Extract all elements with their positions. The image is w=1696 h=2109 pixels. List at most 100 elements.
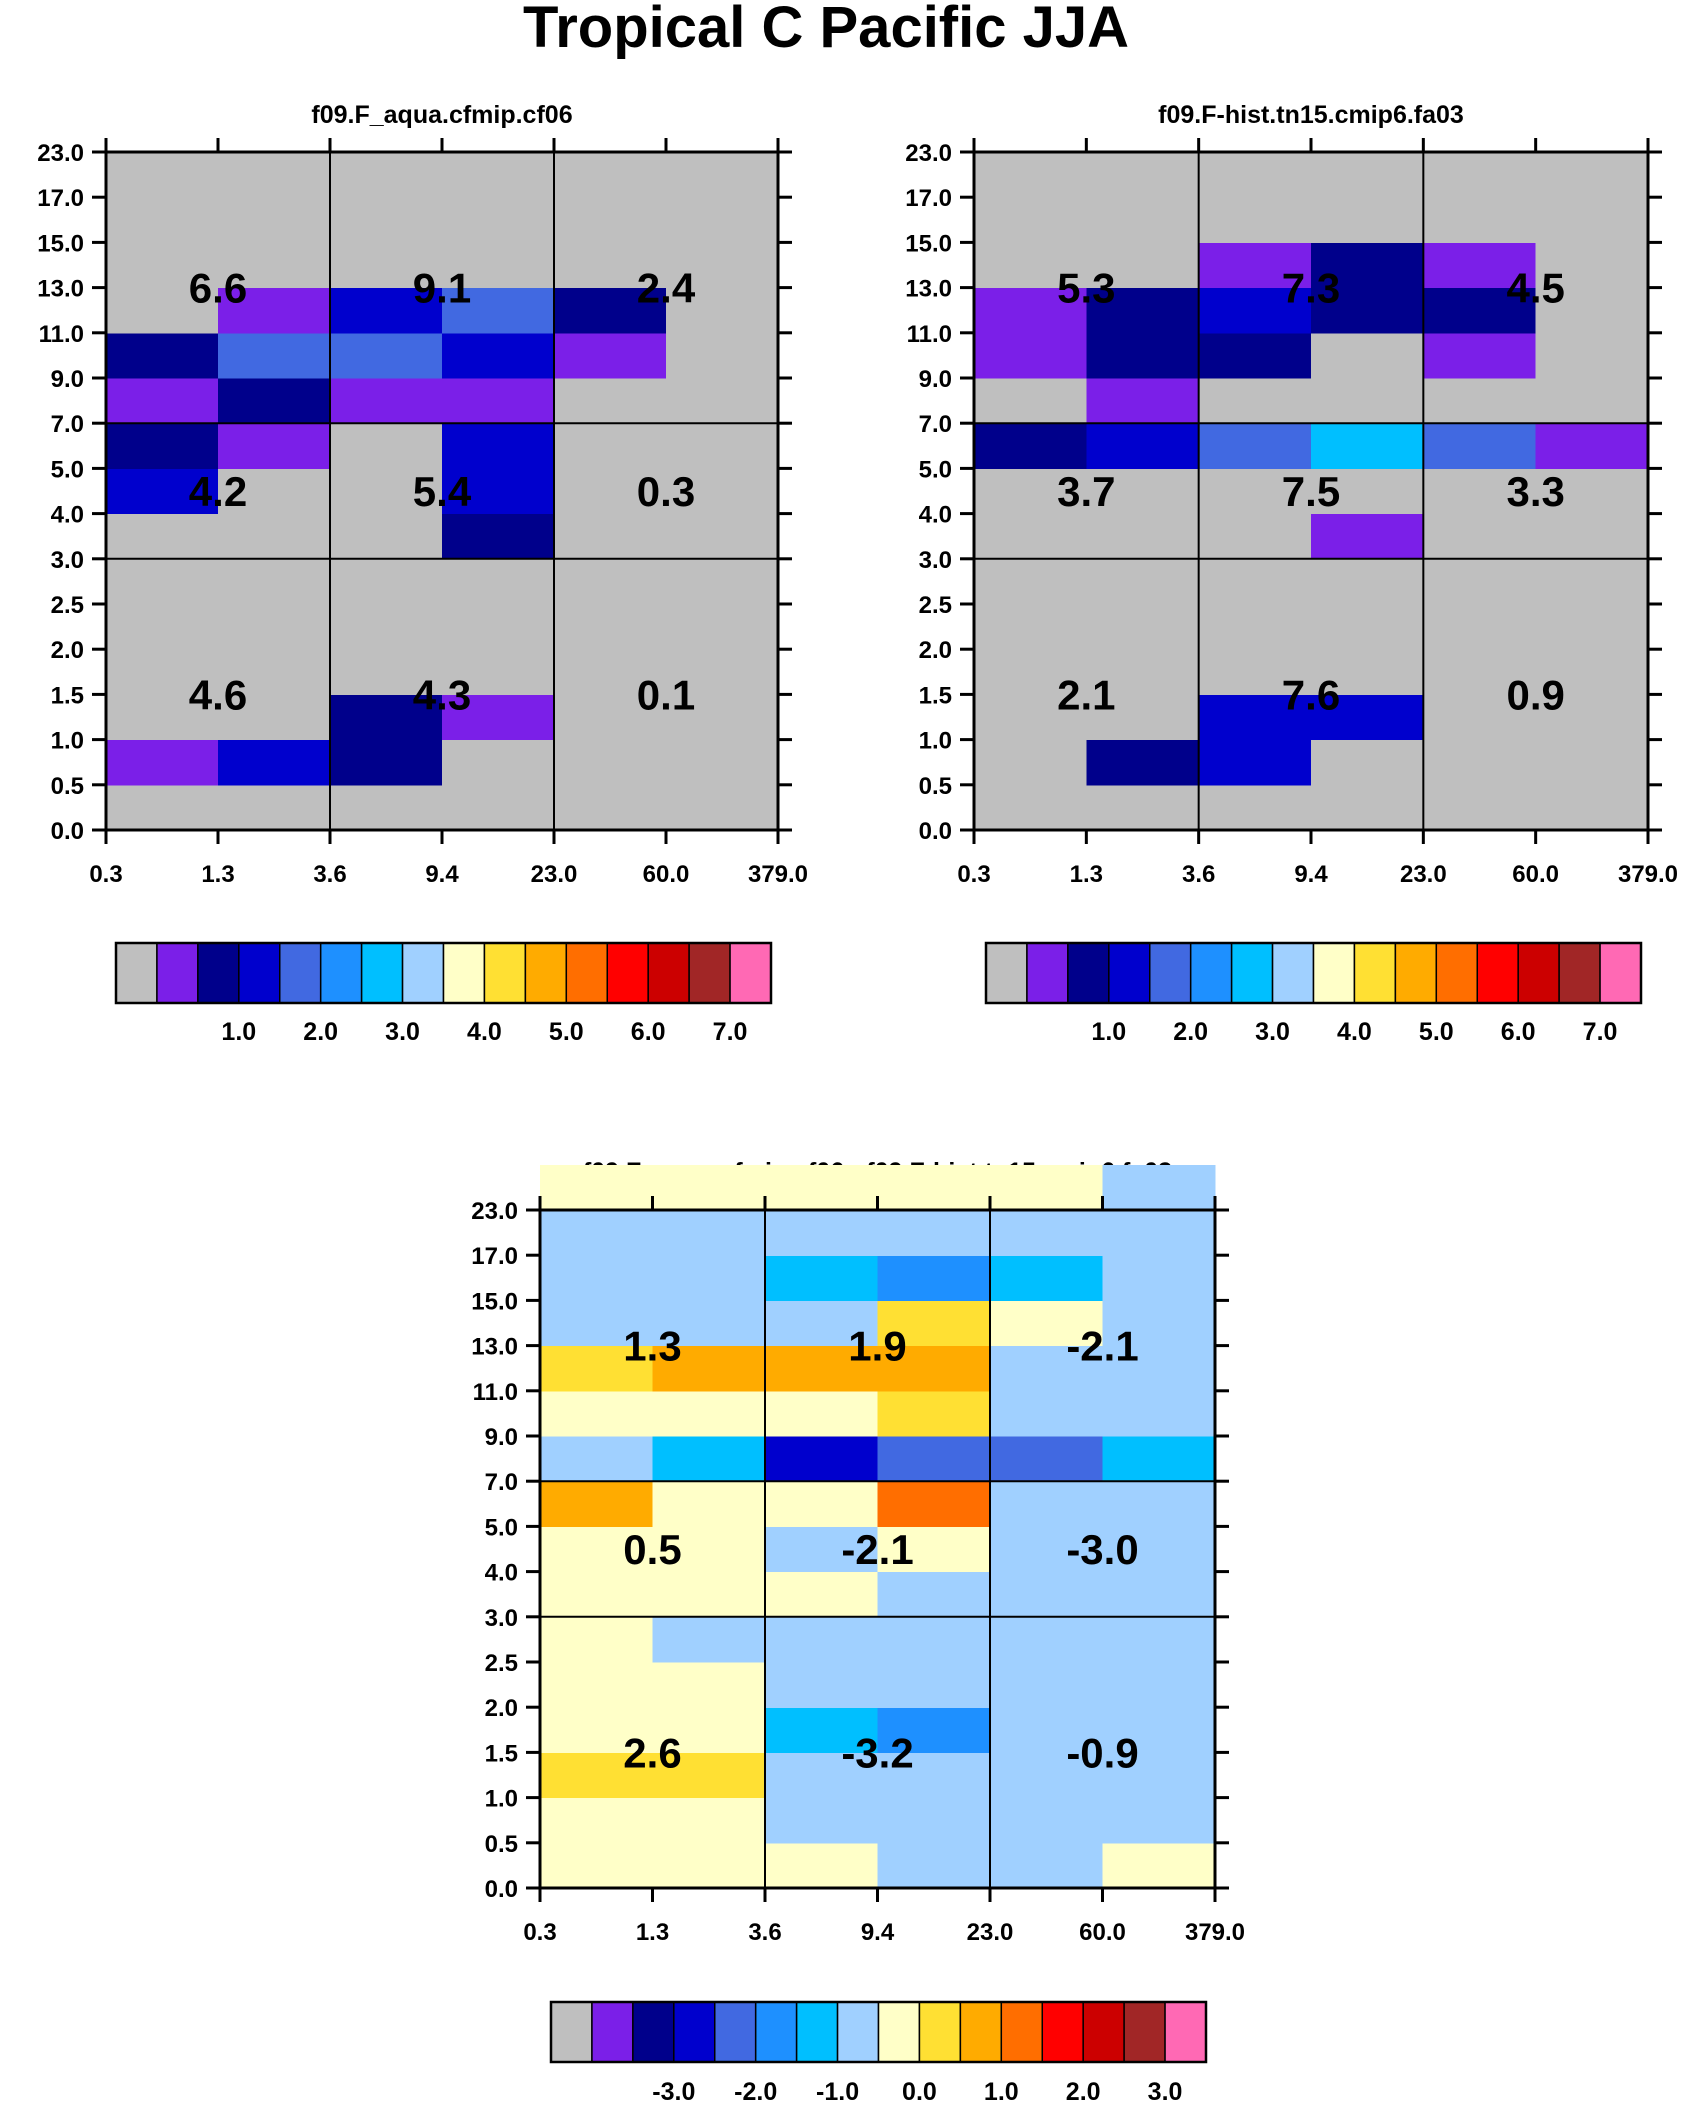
heatmap-cell: [652, 1707, 766, 1753]
colorbar-swatch: [1108, 942, 1151, 1004]
heatmap-cell: [666, 152, 779, 198]
heatmap-cell: [540, 1210, 654, 1256]
heatmap-cell: [974, 378, 1087, 424]
heatmap-cell: [990, 1526, 1104, 1573]
heatmap-cell: [1311, 649, 1424, 695]
colorbar-swatch: [360, 942, 404, 1004]
heatmap-cell: [1102, 1481, 1216, 1527]
y-tick-label: 2.5: [485, 1650, 518, 1677]
colorbar-swatch: [1599, 942, 1642, 1004]
colorbar-swatch: [729, 942, 772, 1004]
y-axis: 0.0 0.5 1.0 1.5 2.0 2.5 3.0 4.0 5.0 7.0 9.0 11.0 13.…: [471, 1198, 1229, 1903]
group-value-label: 0.3: [637, 468, 695, 515]
y-tick-label: 1.5: [919, 682, 952, 709]
heatmap-cell: [218, 378, 331, 424]
heatmap-cell: [554, 604, 667, 650]
heatmap-cell: [666, 604, 779, 650]
heatmap-cell: [330, 649, 443, 695]
heatmap-cell: [330, 558, 443, 605]
heatmap-cell: [1535, 739, 1649, 786]
colorbar-swatch: [1394, 942, 1438, 1004]
heatmap-cell: [1535, 604, 1649, 650]
heatmap-cell: [990, 1616, 1104, 1663]
heatmap-cell: [877, 1842, 991, 1889]
heatmap-cell: [330, 332, 443, 379]
colorbar-swatch: [591, 2001, 634, 2063]
heatmap-cell: [1423, 197, 1537, 243]
heatmap-cell: [1198, 423, 1312, 469]
y-tick-label: 5.0: [485, 1514, 518, 1541]
heatmap-cell: [1102, 1164, 1216, 1211]
heatmap-cell: [330, 152, 443, 198]
panels: f09.F_aqua.cfmip.cf06 0.3 1.3 3.6 9.4 23.0 60.…: [37, 101, 1678, 2106]
heatmap-cell: [877, 1390, 991, 1437]
y-tick-label: 11.0: [473, 1379, 518, 1406]
heatmap-cell: [218, 558, 331, 605]
heatmap-cell: [877, 1255, 991, 1301]
heatmap-cell: [1198, 378, 1312, 424]
heatmap-cell: [1198, 558, 1312, 605]
colorbar-swatch: [959, 2001, 1003, 2063]
heatmap-cell: [1423, 694, 1537, 741]
y-tick-label: 5.0: [919, 456, 952, 483]
heatmap-cell: [1198, 468, 1312, 515]
heatmap-cell: [1198, 513, 1312, 560]
heatmap-cell: [1311, 378, 1424, 424]
heatmap-cell: [1423, 378, 1537, 424]
heatmap-cell: [666, 784, 779, 831]
heatmap-cell: [218, 739, 331, 786]
heatmap-cell: [1102, 1300, 1216, 1347]
y-tick-label: 23.0: [37, 140, 84, 167]
heatmap-cell: [1102, 1436, 1216, 1482]
heatmap-cell: [990, 1345, 1104, 1392]
heatmap-cell: [1086, 739, 1200, 786]
heatmap-cell: [1535, 332, 1649, 379]
colorbar-swatch: [1123, 2001, 1166, 2063]
group-value-label: 0.1: [637, 671, 695, 718]
x-tick-label: 23.0: [531, 861, 578, 888]
y-tick-label: 13.0: [37, 276, 84, 303]
group-value-label: 2.1: [1057, 671, 1115, 718]
group-labels: 4.6 4.3 0.1 4.2 5.4 0.3 6.6 9.1 2.4: [189, 265, 696, 719]
heatmap-cell: [442, 604, 555, 650]
heatmap-cell: [1423, 332, 1537, 379]
heatmap-cell: [1535, 694, 1649, 741]
colorbar-swatch: [1149, 942, 1192, 1004]
heatmap-cell: [990, 1752, 1104, 1799]
heatmap-cell: [540, 1526, 654, 1573]
group-value-label: -2.1: [841, 1526, 913, 1573]
heatmap-cell: [540, 1390, 654, 1437]
heatmap-cell: [1102, 1752, 1216, 1799]
heatmap-cell: [1311, 197, 1424, 243]
group-value-label: 2.4: [637, 265, 696, 312]
colorbar-frame: [114, 941, 773, 1005]
heatmap-cell: [652, 1345, 766, 1392]
heatmap-cell: [765, 1616, 879, 1663]
x-tick-label: 9.4: [425, 861, 459, 888]
colorbar-swatch: [836, 2001, 880, 2063]
heatmap-cell: [1311, 694, 1424, 741]
heatmap-cell: [106, 649, 219, 695]
group-value-label: 4.6: [189, 671, 247, 718]
y-tick-label: 9.0: [919, 366, 952, 393]
heatmap-cell: [330, 784, 443, 831]
heatmap-cell: [990, 1255, 1104, 1301]
heatmap-cell: [218, 649, 331, 695]
heatmap-cell: [1198, 604, 1312, 650]
x-tick-label: 23.0: [1400, 861, 1447, 888]
heatmap-cell: [540, 1842, 654, 1889]
heatmap-cell: [666, 332, 779, 379]
colorbar-swatch: [442, 942, 486, 1004]
heatmap-cell: [218, 513, 331, 560]
x-tick-label: 3.6: [1182, 861, 1215, 888]
group-dividers: [540, 1210, 1215, 1888]
heatmap-cell: [218, 694, 331, 741]
group-value-label: -3.0: [1066, 1526, 1138, 1573]
y-tick-label: 1.0: [919, 728, 952, 755]
heatmap-cell: [1535, 197, 1649, 243]
y-tick-label: 0.0: [485, 1876, 518, 1903]
heatmap-cell: [540, 1255, 654, 1301]
heatmap-cell: [554, 287, 667, 334]
x-tick-label: 1.3: [201, 861, 234, 888]
colorbar-label: 4.0: [467, 1018, 502, 1046]
